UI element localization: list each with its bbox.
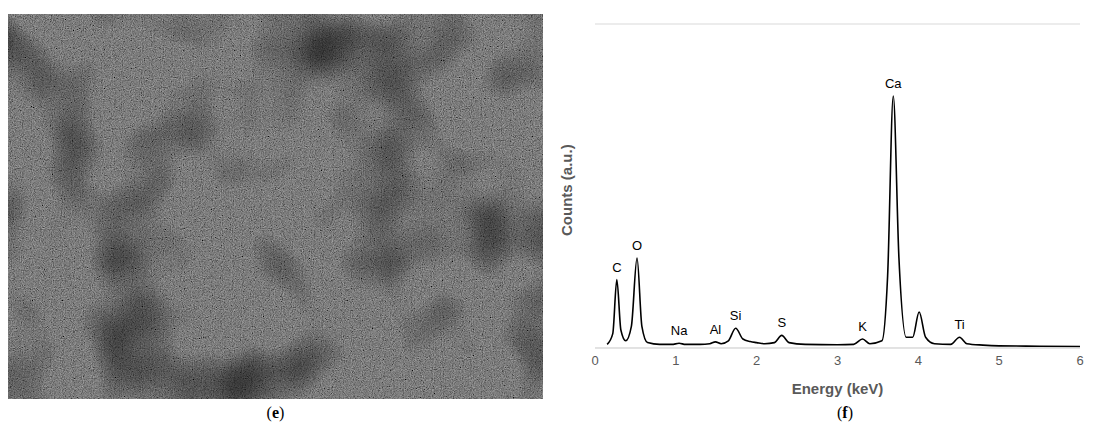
svg-text:Al: Al [710, 322, 722, 337]
svg-text:S: S [777, 315, 786, 330]
svg-text:Ca: Ca [885, 76, 902, 91]
svg-text:Na: Na [671, 323, 688, 338]
svg-text:0: 0 [591, 353, 598, 368]
svg-text:Ti: Ti [954, 317, 964, 332]
svg-text:6: 6 [1076, 353, 1083, 368]
svg-text:O: O [632, 238, 642, 253]
svg-text:1: 1 [672, 353, 679, 368]
svg-text:Counts (a.u.): Counts (a.u.) [558, 144, 575, 236]
svg-text:5: 5 [996, 353, 1003, 368]
html-text:(f): (f) [837, 404, 853, 421]
svg-text:4: 4 [915, 353, 922, 368]
svg-text:2: 2 [753, 353, 760, 368]
svg-text:Energy (keV): Energy (keV) [792, 380, 884, 397]
svg-text:Si: Si [730, 308, 742, 323]
svg-text:C: C [612, 260, 621, 275]
html-text:(e): (e) [266, 404, 285, 421]
svg-text:K: K [858, 319, 867, 334]
svg-text:3: 3 [834, 353, 841, 368]
